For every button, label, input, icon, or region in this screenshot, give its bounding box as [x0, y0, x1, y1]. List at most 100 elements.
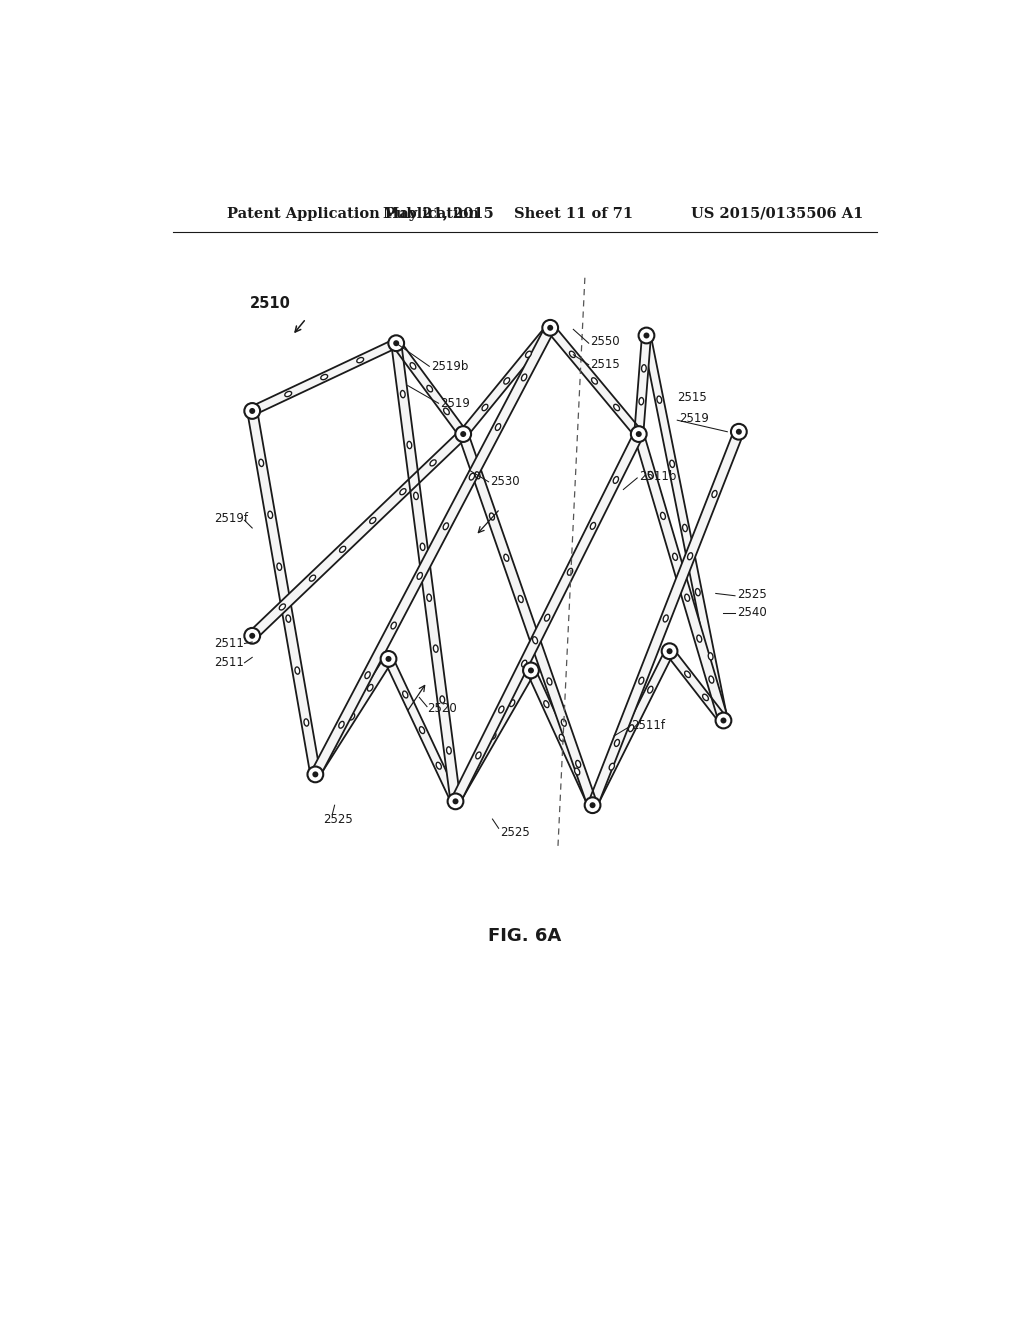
Ellipse shape — [547, 678, 552, 685]
Circle shape — [731, 424, 746, 440]
Text: 2511b: 2511b — [639, 470, 676, 483]
Ellipse shape — [695, 589, 700, 595]
Text: May 21, 2015: May 21, 2015 — [383, 207, 494, 220]
Circle shape — [523, 663, 539, 678]
Polygon shape — [634, 335, 651, 434]
Ellipse shape — [304, 719, 308, 726]
Circle shape — [631, 426, 646, 442]
Ellipse shape — [614, 739, 620, 746]
Ellipse shape — [561, 719, 566, 726]
Ellipse shape — [609, 763, 614, 770]
Ellipse shape — [642, 364, 646, 372]
Circle shape — [543, 319, 558, 335]
Circle shape — [249, 408, 255, 414]
Ellipse shape — [365, 672, 371, 678]
Circle shape — [662, 643, 678, 659]
Text: 2510: 2510 — [250, 296, 291, 310]
Ellipse shape — [504, 554, 509, 561]
Ellipse shape — [443, 408, 450, 414]
Text: 2520: 2520 — [427, 702, 457, 715]
Ellipse shape — [525, 351, 531, 358]
Ellipse shape — [433, 645, 438, 652]
Ellipse shape — [414, 492, 419, 499]
Ellipse shape — [664, 615, 669, 622]
Circle shape — [447, 793, 464, 809]
Ellipse shape — [639, 677, 644, 684]
Polygon shape — [459, 433, 597, 807]
Ellipse shape — [592, 378, 597, 384]
Polygon shape — [247, 411, 321, 775]
Ellipse shape — [657, 396, 662, 404]
Circle shape — [528, 668, 534, 673]
Ellipse shape — [509, 700, 515, 706]
Ellipse shape — [575, 760, 581, 767]
Circle shape — [667, 648, 673, 655]
Ellipse shape — [391, 622, 396, 628]
Circle shape — [381, 651, 396, 667]
Ellipse shape — [472, 766, 477, 772]
Text: 2519f: 2519f — [214, 512, 248, 525]
Circle shape — [643, 333, 649, 338]
Ellipse shape — [629, 725, 634, 731]
Ellipse shape — [521, 660, 527, 667]
Text: 2511: 2511 — [214, 638, 244, 649]
Polygon shape — [249, 430, 467, 639]
Text: Sheet 11 of 71: Sheet 11 of 71 — [514, 207, 633, 220]
Text: 2511f: 2511f — [631, 718, 665, 731]
Ellipse shape — [349, 713, 354, 719]
Ellipse shape — [436, 762, 441, 770]
Ellipse shape — [660, 512, 666, 520]
Circle shape — [460, 432, 466, 437]
Circle shape — [639, 327, 654, 343]
Circle shape — [585, 797, 600, 813]
Text: 2525: 2525 — [323, 813, 353, 825]
Ellipse shape — [504, 378, 510, 384]
Ellipse shape — [670, 461, 675, 467]
Circle shape — [245, 403, 260, 418]
Text: 2540: 2540 — [737, 606, 767, 619]
Ellipse shape — [496, 424, 501, 430]
Ellipse shape — [443, 523, 449, 529]
Polygon shape — [392, 341, 467, 437]
Circle shape — [716, 713, 731, 729]
Ellipse shape — [427, 594, 431, 602]
Ellipse shape — [648, 471, 653, 479]
Ellipse shape — [469, 474, 474, 480]
Ellipse shape — [613, 404, 620, 411]
Ellipse shape — [532, 636, 538, 644]
Ellipse shape — [702, 694, 709, 701]
Ellipse shape — [410, 363, 416, 370]
Circle shape — [736, 429, 741, 434]
Ellipse shape — [295, 667, 300, 675]
Ellipse shape — [420, 727, 425, 734]
Circle shape — [547, 325, 553, 331]
Ellipse shape — [490, 733, 496, 739]
Circle shape — [590, 803, 596, 808]
Ellipse shape — [276, 564, 282, 570]
Ellipse shape — [340, 546, 346, 552]
Polygon shape — [311, 656, 392, 776]
Ellipse shape — [712, 491, 717, 498]
Ellipse shape — [402, 692, 408, 698]
Circle shape — [249, 632, 255, 639]
Ellipse shape — [475, 471, 480, 479]
Ellipse shape — [321, 375, 328, 380]
Ellipse shape — [521, 374, 526, 381]
Ellipse shape — [685, 671, 690, 677]
Ellipse shape — [685, 594, 689, 602]
Circle shape — [453, 799, 459, 804]
Circle shape — [456, 426, 471, 442]
Polygon shape — [642, 335, 728, 721]
Polygon shape — [311, 326, 555, 776]
Text: 2511: 2511 — [214, 656, 244, 669]
Polygon shape — [527, 668, 597, 807]
Ellipse shape — [499, 706, 504, 713]
Text: 2515: 2515 — [677, 391, 707, 404]
Ellipse shape — [417, 573, 422, 579]
Ellipse shape — [559, 734, 564, 742]
Ellipse shape — [309, 576, 315, 581]
Text: 2515: 2515 — [590, 358, 620, 371]
Text: 2525: 2525 — [500, 825, 529, 838]
Ellipse shape — [280, 605, 286, 610]
Ellipse shape — [518, 595, 523, 602]
